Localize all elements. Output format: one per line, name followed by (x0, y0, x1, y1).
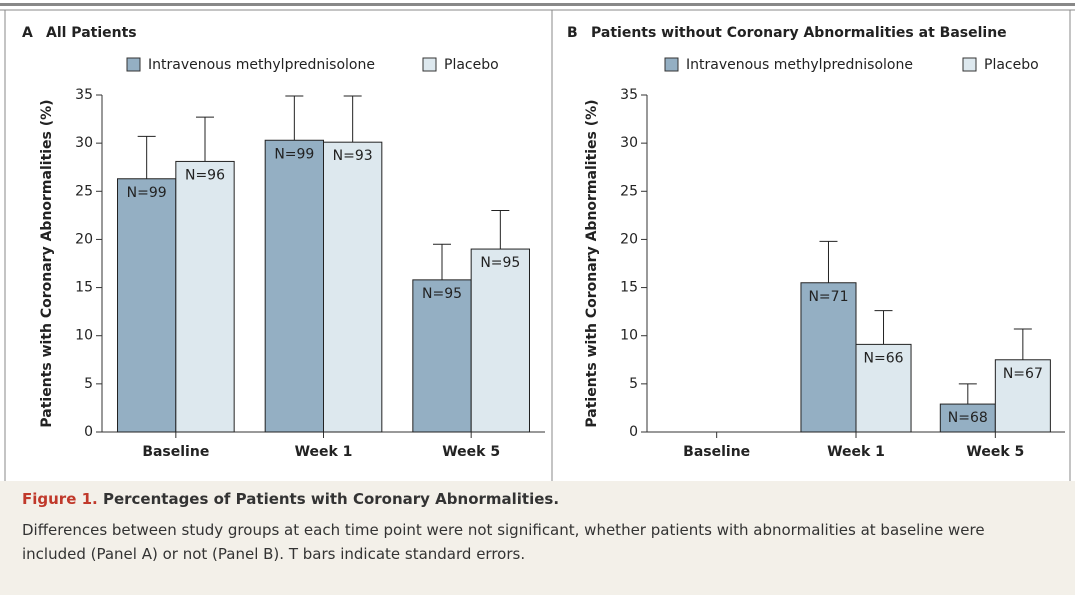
y-tick-label: 0 (629, 424, 638, 440)
y-tick-label: 10 (75, 328, 93, 344)
bar (175, 160, 235, 433)
y-axis-label: Patients with Coronary Abnormalities (%) (39, 99, 55, 427)
bar (117, 178, 177, 433)
x-tick-label: Baseline (142, 444, 209, 460)
y-tick-label: 25 (75, 183, 93, 199)
legend-label: Placebo (984, 57, 1039, 73)
y-axis-label: Patients with Coronary Abnormalities (%) (584, 99, 600, 427)
n-label: N=99 (127, 185, 167, 201)
y-tick-label: 30 (75, 135, 93, 151)
bar (470, 248, 530, 433)
y-tick-label: 20 (75, 231, 93, 247)
caption-label: Figure 1. (22, 490, 98, 508)
n-label: N=67 (1003, 366, 1043, 382)
legend-swatch (126, 57, 141, 72)
n-label: N=99 (274, 146, 314, 162)
top-rule (0, 3, 1075, 6)
y-tick-label: 0 (84, 424, 93, 440)
y-tick-label: 15 (75, 280, 93, 296)
bar (939, 403, 996, 433)
y-tick-label: 10 (620, 328, 638, 344)
caption: Figure 1. Percentages of Patients with C… (0, 481, 1075, 595)
y-tick-label: 15 (620, 280, 638, 296)
legend-label: Intravenous methylprednisolone (148, 57, 375, 73)
y-tick-label: 5 (629, 376, 638, 392)
n-label: N=93 (333, 148, 373, 164)
legend-swatch (422, 57, 437, 72)
x-tick-label: Week 5 (442, 444, 500, 460)
y-tick-label: 25 (620, 183, 638, 199)
panel-letter: A (22, 25, 33, 41)
y-tick-label: 20 (620, 231, 638, 247)
y-tick-label: 35 (620, 87, 638, 103)
x-tick-label: Week 5 (966, 444, 1024, 460)
legend-swatch (962, 57, 977, 72)
legend-swatch (664, 57, 679, 72)
n-label: N=66 (864, 350, 904, 366)
bar (800, 282, 857, 433)
panel-letter: B (567, 25, 578, 41)
y-tick-label: 35 (75, 87, 93, 103)
caption-text: Differences between study groups at each… (22, 521, 985, 563)
bar (412, 279, 472, 433)
x-tick-label: Week 1 (295, 444, 353, 460)
n-label: N=95 (480, 255, 520, 271)
bar (994, 359, 1051, 433)
panel-title: Patients without Coronary Abnormalities … (591, 25, 1007, 41)
n-label: N=68 (948, 410, 988, 426)
y-tick-label: 30 (620, 135, 638, 151)
n-label: N=71 (808, 289, 848, 305)
x-tick-label: Week 1 (827, 444, 885, 460)
x-tick-label: Baseline (683, 444, 750, 460)
caption-heading: Figure 1. Percentages of Patients with C… (22, 490, 1053, 508)
caption-title: Percentages of Patients with Coronary Ab… (102, 490, 560, 508)
chart: A All Patients Patients with Coronary Abno… (0, 3, 1075, 481)
legend-label: Intravenous methylprednisolone (686, 57, 913, 73)
n-label: N=96 (185, 167, 225, 183)
n-label: N=95 (422, 286, 462, 302)
panel-title: All Patients (46, 25, 137, 41)
legend-label: Placebo (444, 57, 499, 73)
bar (264, 139, 324, 433)
bar (323, 141, 383, 433)
y-tick-label: 5 (84, 376, 93, 392)
